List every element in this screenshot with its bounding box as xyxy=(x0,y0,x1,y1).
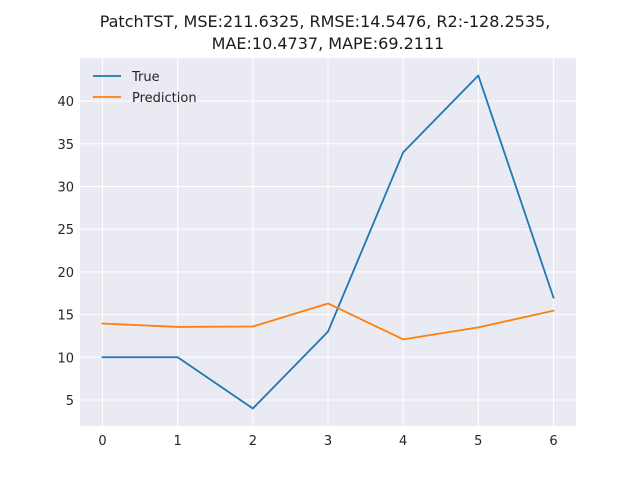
legend-label-prediction: Prediction xyxy=(132,91,197,106)
chart-title-line-2: MAE:10.4737, MAPE:69.2111 xyxy=(212,34,445,53)
x-tick-label: 4 xyxy=(399,434,407,449)
y-tick-label: 20 xyxy=(57,266,74,281)
y-tick-label: 10 xyxy=(57,351,74,366)
y-tick-label: 40 xyxy=(57,95,74,110)
x-axis-ticks: 0 1 2 3 4 5 6 xyxy=(98,434,557,449)
y-tick-label: 35 xyxy=(57,138,74,153)
x-tick-label: 1 xyxy=(174,434,182,449)
chart-title: PatchTST, MSE:211.6325, RMSE:14.5476, R2… xyxy=(100,12,551,53)
y-tick-label: 5 xyxy=(66,394,74,409)
x-tick-label: 3 xyxy=(324,434,332,449)
x-tick-label: 0 xyxy=(98,434,106,449)
x-tick-label: 2 xyxy=(249,434,257,449)
legend: True Prediction xyxy=(93,70,197,106)
chart-title-line-1: PatchTST, MSE:211.6325, RMSE:14.5476, R2… xyxy=(100,12,551,31)
legend-label-true: True xyxy=(131,70,160,85)
y-tick-label: 30 xyxy=(57,181,74,196)
x-tick-label: 5 xyxy=(474,434,482,449)
series-lines xyxy=(101,74,555,410)
y-tick-label: 15 xyxy=(57,309,74,324)
series-line-true xyxy=(101,74,555,410)
y-tick-label: 25 xyxy=(57,223,74,238)
series-line-prediction xyxy=(101,302,555,341)
x-tick-label: 6 xyxy=(549,434,557,449)
y-axis-ticks: 5 10 15 20 25 30 35 40 xyxy=(57,95,74,409)
